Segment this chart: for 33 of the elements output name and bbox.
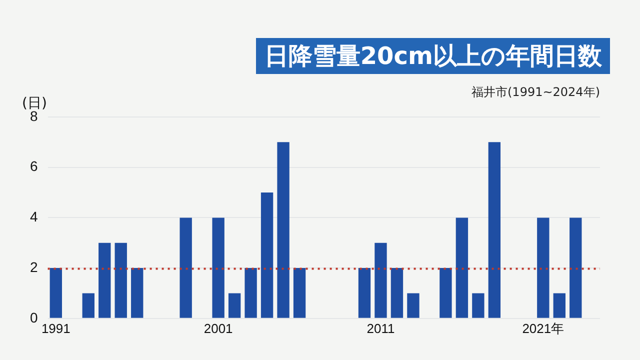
bar (180, 218, 192, 318)
bar (390, 268, 404, 318)
y-tick-label: 2 (30, 258, 38, 275)
y-tick-label: 0 (30, 309, 38, 326)
bar (440, 268, 452, 318)
bar (570, 218, 582, 318)
bar (50, 268, 62, 318)
bar (212, 218, 224, 318)
y-tick-label: 4 (30, 208, 38, 225)
x-tick-label: 1991 (41, 320, 70, 336)
bar (114, 242, 127, 318)
bar (407, 293, 420, 318)
bar (358, 268, 371, 318)
bar (277, 142, 290, 318)
bar (374, 242, 387, 318)
bar (537, 218, 550, 318)
bar (456, 218, 468, 318)
chart-subtitle: 福井市(1991~2024年) (472, 84, 600, 101)
bar (553, 293, 566, 318)
bar (98, 242, 111, 318)
bar (131, 268, 144, 318)
x-tick-label: 2021年 (522, 320, 564, 336)
bar (228, 293, 241, 318)
bar (488, 142, 501, 318)
bar (82, 293, 94, 318)
bar (293, 268, 306, 318)
bar (472, 293, 484, 318)
bar (260, 192, 274, 318)
bar (244, 268, 257, 318)
x-tick-label: 2001 (204, 320, 233, 336)
chart-title: 日降雪量20cm以上の年間日数 (256, 38, 610, 74)
x-tick-label: 2011 (366, 320, 395, 336)
y-tick-label: 6 (30, 158, 38, 174)
